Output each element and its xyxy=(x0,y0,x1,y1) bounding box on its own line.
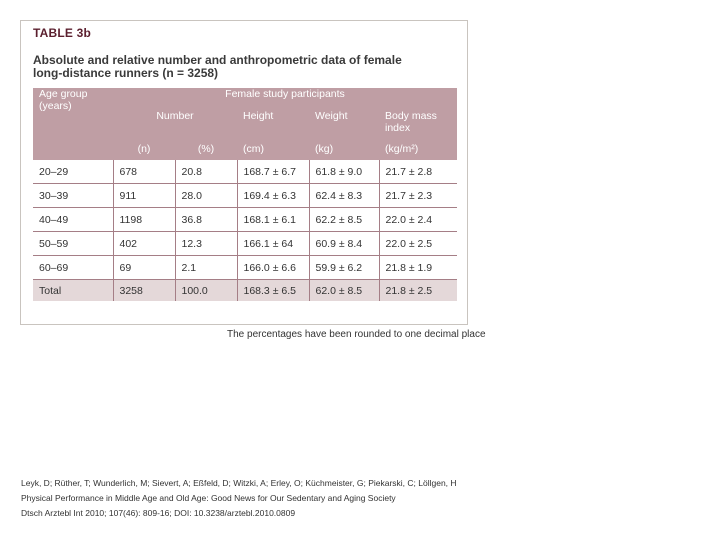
age-cell: 30–39 xyxy=(33,183,113,208)
table-footnote: The percentages have been rounded to one… xyxy=(227,329,486,340)
weight-cell: 62.0 ± 8.5 xyxy=(308,279,379,301)
bmi-label: Body mass xyxy=(385,110,437,122)
bmi-cell: 22.0 ± 2.4 xyxy=(378,207,457,232)
table-row: 40–49 1198 36.8 168.1 ± 6.1 62.2 ± 8.5 2… xyxy=(33,207,457,232)
units-row: (n) (%) (cm) (kg) (kg/m²) xyxy=(33,138,457,160)
unit-kg: (kg) xyxy=(315,143,334,155)
height-cell: 168.1 ± 6.1 xyxy=(236,207,309,232)
table-row: 50–59 402 12.3 166.1 ± 64 60.9 ± 8.4 22.… xyxy=(33,231,457,256)
units-spacer xyxy=(33,138,113,160)
bmi-cell: 21.8 ± 1.9 xyxy=(378,255,457,280)
pct-cell: 2.1 xyxy=(174,255,237,280)
weight-cell: 61.8 ± 9.0 xyxy=(308,160,379,184)
age-cell: 20–29 xyxy=(33,160,113,184)
citation-authors: Leyk, D; Rüther, T; Wunderlich, M; Sieve… xyxy=(21,478,457,488)
pct-cell: 12.3 xyxy=(174,231,237,256)
unit-n: (n) xyxy=(137,143,151,155)
weight-cell: 62.4 ± 8.3 xyxy=(308,183,379,208)
bmi-label: index xyxy=(385,122,411,134)
n-cell: 678 xyxy=(112,160,175,184)
table-title-line: Absolute and relative number and anthrop… xyxy=(33,53,402,67)
bmi-header: Body mass index xyxy=(379,110,457,138)
height-cell: 168.3 ± 6.5 xyxy=(236,279,309,301)
pct-cell: 100.0 xyxy=(174,279,237,301)
age-group-label: Age group xyxy=(39,88,88,100)
total-label: Total xyxy=(33,279,113,301)
age-cell: 40–49 xyxy=(33,207,113,232)
table-title: Absolute and relative number and anthrop… xyxy=(33,54,453,80)
participants-header: Female study participants xyxy=(225,88,345,100)
bmi-cell: 21.7 ± 2.3 xyxy=(378,183,457,208)
n-cell: 911 xyxy=(112,183,175,208)
total-row: Total 3258 100.0 168.3 ± 6.5 62.0 ± 8.5 … xyxy=(33,279,457,301)
unit-pct: (%) xyxy=(197,143,215,155)
citation-title: Physical Performance in Middle Age and O… xyxy=(21,493,396,503)
table-row: 30–39 911 28.0 169.4 ± 6.3 62.4 ± 8.3 21… xyxy=(33,183,457,208)
height-cell: 166.1 ± 64 xyxy=(236,231,309,256)
n-cell: 402 xyxy=(112,231,175,256)
age-group-unit: (years) xyxy=(39,100,72,112)
citation-source: Dtsch Arztebl Int 2010; 107(46): 809-16;… xyxy=(21,508,296,518)
n-cell: 69 xyxy=(112,255,175,280)
unit-cm: (cm) xyxy=(243,143,264,155)
weight-cell: 59.9 ± 6.2 xyxy=(308,255,379,280)
anthropometric-table: Age group (years) Female study participa… xyxy=(33,88,457,301)
table-row: 60–69 69 2.1 166.0 ± 6.6 59.9 ± 6.2 21.8… xyxy=(33,255,457,280)
height-cell: 166.0 ± 6.6 xyxy=(236,255,309,280)
bmi-cell: 21.7 ± 2.8 xyxy=(378,160,457,184)
table-figure: TABLE 3b Absolute and relative number an… xyxy=(20,20,468,325)
age-cell: 60–69 xyxy=(33,255,113,280)
age-group-header: Age group (years) xyxy=(33,88,113,138)
age-cell: 50–59 xyxy=(33,231,113,256)
n-cell: 3258 xyxy=(112,279,175,301)
n-cell: 1198 xyxy=(112,207,175,232)
height-header: Height xyxy=(243,110,274,122)
weight-header: Weight xyxy=(315,110,348,122)
weight-cell: 60.9 ± 8.4 xyxy=(308,231,379,256)
table-title-line: long-distance runners (n = 3258) xyxy=(33,66,219,80)
height-cell: 169.4 ± 6.3 xyxy=(236,183,309,208)
bmi-cell: 22.0 ± 2.5 xyxy=(378,231,457,256)
height-cell: 168.7 ± 6.7 xyxy=(236,160,309,184)
pct-cell: 36.8 xyxy=(174,207,237,232)
header-row: Age group (years) Female study participa… xyxy=(33,88,457,112)
table-label: TABLE 3b xyxy=(33,26,92,40)
pct-cell: 20.8 xyxy=(174,160,237,184)
pct-cell: 28.0 xyxy=(174,183,237,208)
table-row: 20–29 678 20.8 168.7 ± 6.7 61.8 ± 9.0 21… xyxy=(33,160,457,184)
weight-cell: 62.2 ± 8.5 xyxy=(308,207,379,232)
unit-bmi: (kg/m²) xyxy=(385,143,419,155)
number-header: Number xyxy=(156,110,194,122)
citation: Leyk, D; Rüther, T; Wunderlich, M; Sieve… xyxy=(21,476,457,521)
bmi-cell: 21.8 ± 2.5 xyxy=(378,279,457,301)
